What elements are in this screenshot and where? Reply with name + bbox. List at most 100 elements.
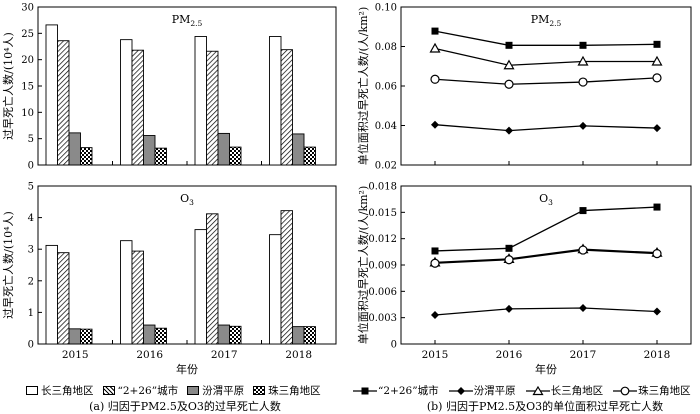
point-circle	[504, 255, 514, 265]
panel-title-text: O3	[539, 192, 553, 207]
y-tick-label: 0	[28, 340, 34, 351]
y-axis-label: 单位面积过早死亡人数/(人/km²)	[356, 7, 370, 166]
bar	[45, 24, 58, 166]
bar	[80, 147, 93, 166]
y-tick-label: 10	[21, 108, 34, 119]
y-tick-label: 3	[28, 245, 34, 256]
panel-title-text: PM2.5	[172, 13, 203, 28]
bar	[292, 326, 305, 345]
point-circle	[504, 79, 514, 89]
y-tick-label: 0.006	[368, 287, 397, 298]
bar	[303, 146, 316, 166]
x-tick-label: 2018	[644, 349, 671, 361]
point-triangle	[503, 59, 515, 70]
series-line	[434, 30, 658, 46]
y-tick-label: 15	[21, 82, 34, 93]
y-tick-label: 0.015	[368, 208, 397, 219]
plot-frame	[400, 185, 692, 345]
point-diamond	[579, 304, 587, 313]
y-tick-label: 0.02	[375, 161, 397, 172]
x-axis-label: 年份	[535, 362, 557, 376]
x-tick-label: 2015	[422, 349, 449, 361]
point-circle	[578, 245, 588, 255]
triangle-marker-icon	[525, 385, 550, 395]
bar	[154, 147, 167, 166]
diamond-marker-icon	[448, 386, 473, 395]
y-tick-label: 0.08	[375, 42, 397, 53]
y-tick-label: 20	[21, 55, 34, 66]
bar	[57, 40, 70, 166]
y-tick-label: 5	[28, 182, 34, 193]
y-tick-label: 30	[21, 3, 34, 14]
y-tick-label: 0.009	[368, 261, 397, 272]
x-tick-label: 2018	[285, 349, 312, 361]
panel-title-text: PM2.5	[531, 13, 562, 28]
point-circle	[652, 248, 662, 259]
point-diamond	[579, 121, 587, 130]
bar	[303, 326, 316, 345]
swatch-white-icon	[26, 386, 38, 395]
point-triangle	[651, 55, 663, 66]
series-line	[434, 77, 658, 85]
y-tick-label: 0.10	[375, 3, 397, 14]
x-tick-label: 2016	[496, 349, 523, 361]
y-tick-label: 25	[21, 29, 34, 40]
bar	[131, 49, 144, 166]
y-tick-label: 4	[28, 213, 34, 224]
bar	[120, 39, 133, 166]
bar	[68, 328, 81, 345]
legend-item: “2+26”城市	[102, 383, 178, 398]
panel-title: O3	[180, 192, 194, 207]
plot-frame	[400, 6, 692, 166]
bar	[292, 133, 305, 166]
swatch-gray-icon	[187, 386, 200, 395]
legend-item: 长三角地区	[525, 383, 603, 398]
y-tick-label: 0.018	[368, 182, 397, 193]
bar	[194, 229, 207, 345]
point-square	[431, 27, 439, 35]
y-tick-label: 0	[391, 340, 397, 351]
bar	[120, 240, 133, 345]
point-square	[653, 40, 661, 48]
y-tick-label: 0.06	[375, 82, 397, 93]
series-line	[434, 206, 658, 252]
legend-bars: 长三角地区 “2+26”城市 汾渭平原 珠三角地区	[26, 383, 330, 398]
bar	[131, 250, 144, 345]
point-square	[505, 244, 513, 252]
y-tick-label: 2	[28, 276, 34, 287]
swatch-check-icon	[253, 386, 266, 395]
point-square	[505, 41, 513, 49]
x-tick-label: 2016	[136, 349, 163, 361]
x-axis-label: 年份	[176, 362, 198, 376]
square-marker-icon	[353, 387, 377, 394]
point-square	[579, 41, 587, 49]
y-tick-label: 1	[28, 308, 34, 319]
y-tick-label: 0	[28, 161, 34, 172]
panel-title: PM2.5	[172, 13, 203, 28]
point-diamond	[431, 311, 439, 320]
point-square	[579, 207, 587, 215]
x-tick-label: 2015	[62, 349, 89, 361]
point-triangle	[577, 55, 589, 66]
point-diamond	[653, 307, 661, 316]
caption-b: (b) 归因于PM2.5及O3的单位面积过早死亡人数	[426, 400, 664, 413]
bar	[206, 50, 219, 166]
x-tick-label: 2017	[570, 349, 597, 361]
bar	[80, 328, 93, 345]
bar	[229, 325, 242, 345]
legend-item: “2+26”城市	[352, 383, 439, 398]
bar	[143, 324, 156, 345]
series-line	[434, 307, 658, 316]
panel-title: PM2.5	[531, 13, 562, 28]
bar	[154, 327, 167, 345]
series-line	[434, 248, 658, 264]
legend-item: 汾渭平原	[448, 383, 516, 398]
x-tick-label: 2017	[211, 349, 238, 361]
caption-a: (a) 归因于PM2.5及O3的过早死亡人数	[89, 400, 281, 413]
legend-item: 汾渭平原	[187, 383, 244, 398]
y-tick-label: 0.003	[368, 313, 397, 324]
y-tick-label: 5	[28, 134, 34, 145]
swatch-hatch-icon	[102, 386, 115, 395]
point-circle	[430, 74, 440, 84]
